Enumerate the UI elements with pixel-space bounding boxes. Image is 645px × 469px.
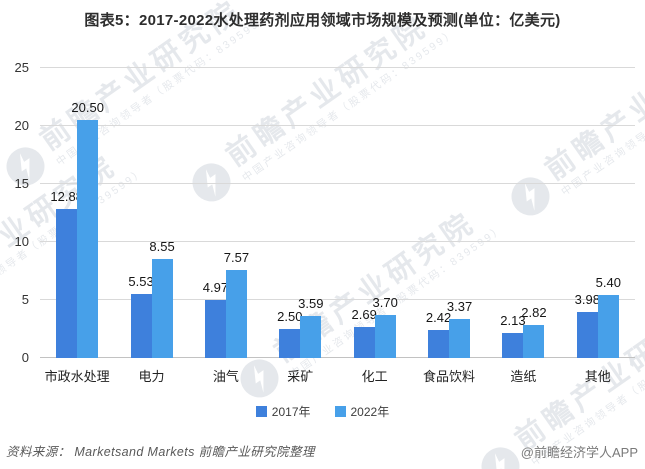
value-label: 8.55 [149, 238, 175, 254]
source-note: 资料来源： Marketsand Markets 前瞻产业研究院整理 [6, 445, 315, 459]
value-label: 20.50 [71, 100, 104, 116]
y-tick-label: 10 [14, 234, 29, 249]
legend-label: 2022年 [350, 405, 390, 419]
bar-group: 12.88 20.50 [40, 68, 114, 358]
bar-2022年 [597, 295, 619, 358]
gridline [40, 299, 635, 300]
bar-2017年 [279, 329, 301, 358]
gridline [40, 67, 635, 68]
value-label: 7.57 [223, 250, 250, 266]
value-label: 12.88 [50, 188, 83, 204]
x-category-label: 其他 [584, 369, 611, 384]
bar-2022年 [300, 316, 322, 358]
bar-group: 2.69 3.70 [338, 68, 412, 358]
value-label: 3.70 [372, 295, 398, 311]
bar-2022年 [523, 325, 545, 358]
bar-2022年 [151, 258, 173, 358]
gridline [40, 241, 635, 242]
bar-2017年 [428, 329, 450, 358]
value-label: 2.42 [425, 309, 452, 325]
x-axis-line [40, 357, 635, 358]
x-category-label: 市政水处理 [44, 369, 110, 384]
y-tick-label: 20 [14, 118, 29, 133]
bar-2022年 [77, 120, 99, 358]
bar-2017年 [576, 311, 598, 358]
bar-group: 2.42 3.37 [412, 68, 486, 358]
bar-2022年 [225, 270, 247, 358]
bar-group: 4.97 7.57 [189, 68, 263, 358]
bar-2017年 [204, 300, 226, 358]
qianzhan-logo-icon [481, 447, 520, 469]
y-tick-label: 15 [14, 176, 29, 191]
x-category-label: 化工 [361, 369, 388, 384]
bar-2017年 [130, 293, 152, 358]
legend-item: 2017年 [255, 403, 311, 420]
bar-2017年 [502, 333, 524, 358]
x-category-label: 采矿 [287, 369, 314, 384]
value-label: 2.82 [521, 305, 547, 321]
value-label: 3.98 [574, 291, 600, 307]
value-label: 5.40 [595, 275, 621, 291]
bar-2022年 [374, 315, 396, 358]
bar-group: 5.53 8.55 [114, 68, 188, 358]
legend-label: 2017年 [271, 405, 311, 419]
chart-title: 图表5：2017-2022水处理药剂应用领域市场规模及预测(单位：亿美元) [84, 12, 561, 29]
x-category-label: 造纸 [510, 369, 537, 384]
legend: 2017年 2022年 [0, 403, 645, 420]
legend-swatch [334, 406, 346, 417]
value-label: 2.50 [277, 309, 303, 324]
value-label: 2.69 [351, 306, 377, 322]
y-tick-label: 0 [21, 350, 29, 365]
bar-2022年 [449, 318, 471, 358]
bar-group: 3.98 5.40 [561, 68, 635, 358]
value-label: 3.37 [446, 298, 473, 314]
value-label: 4.97 [202, 280, 229, 296]
legend-item: 2022年 [334, 403, 390, 420]
plot-area: 12.88 20.50 5.53 8.55 4.97 7.57 2.50 3.59 2.69 3.… [40, 67, 635, 358]
x-category-label: 食品饮料 [423, 369, 476, 384]
y-tick-label: 5 [21, 292, 29, 307]
x-category-label: 油气 [212, 369, 239, 384]
gridline [40, 183, 635, 184]
bar-group: 2.13 2.82 [486, 68, 560, 358]
value-label: 5.53 [128, 273, 154, 289]
x-category-label: 电力 [138, 369, 165, 384]
y-tick-label: 25 [14, 60, 29, 75]
legend-swatch [255, 406, 267, 417]
y-axis: 0 5 10 15 20 25 [0, 60, 33, 365]
gridline [40, 125, 635, 126]
bar-2017年 [353, 326, 375, 358]
credit-note: @前瞻经济学人APP [520, 445, 638, 460]
bar-groups: 12.88 20.50 5.53 8.55 4.97 7.57 2.50 3.59 2.69 3.… [40, 68, 635, 358]
bar-group: 2.50 3.59 [263, 68, 337, 358]
value-label: 2.13 [500, 313, 526, 329]
value-label: 3.59 [298, 296, 324, 312]
bar-2017年 [56, 208, 78, 358]
x-axis-labels: 市政水处理 电力 油气 采矿 化工 食品饮料 造纸 其他 [40, 366, 635, 385]
